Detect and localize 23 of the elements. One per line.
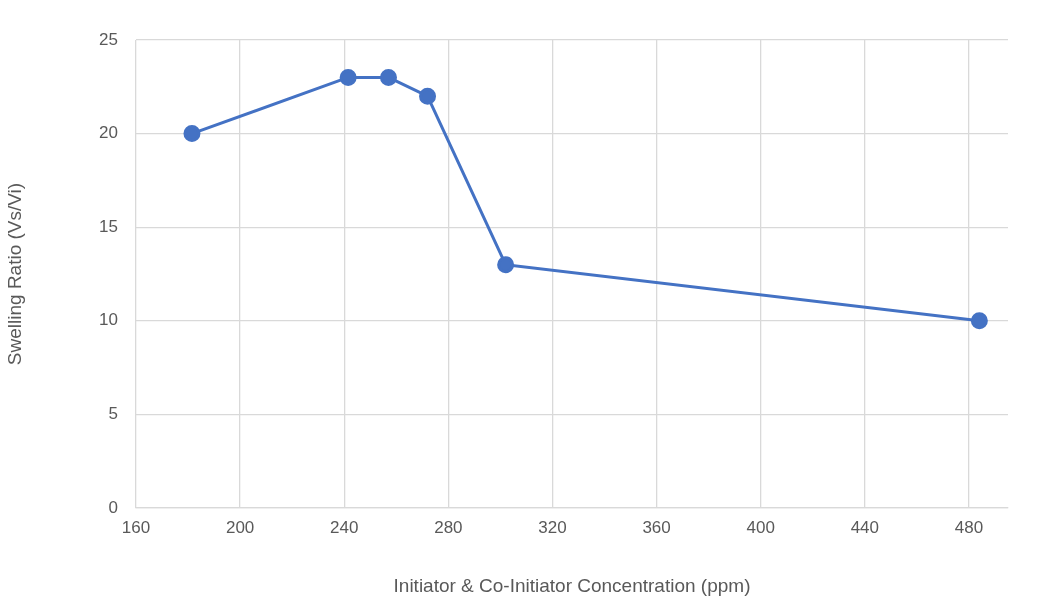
x-tick-label: 200 [225,517,255,537]
y-tick-label: 0 [108,497,118,517]
x-tick-label: 240 [330,517,359,537]
x-tick-label: 400 [746,517,775,537]
point [339,68,357,86]
y-tick-label: 20 [99,123,118,143]
point [419,87,437,105]
point [497,256,515,274]
point [970,312,988,330]
point [183,125,201,143]
x-axis-title: Initiator & Co-Initiator Concentration (ppm) [393,574,751,596]
x-tick-label: 320 [538,517,567,537]
x-tick-label: 360 [642,517,671,537]
y-tick-label: 10 [99,310,118,330]
y-tick-label: 15 [99,216,118,236]
y-tick-label: 25 [99,29,118,49]
x-tick-label: 280 [434,517,463,537]
y-axis-title: Swelling Ratio (Vs/Vi) [3,182,25,366]
x-tick-label: 480 [954,517,984,537]
y-tick-label: 5 [108,404,118,424]
x-tick-label: 160 [121,517,151,537]
x-tick-label: 440 [850,517,880,537]
point [379,68,397,86]
